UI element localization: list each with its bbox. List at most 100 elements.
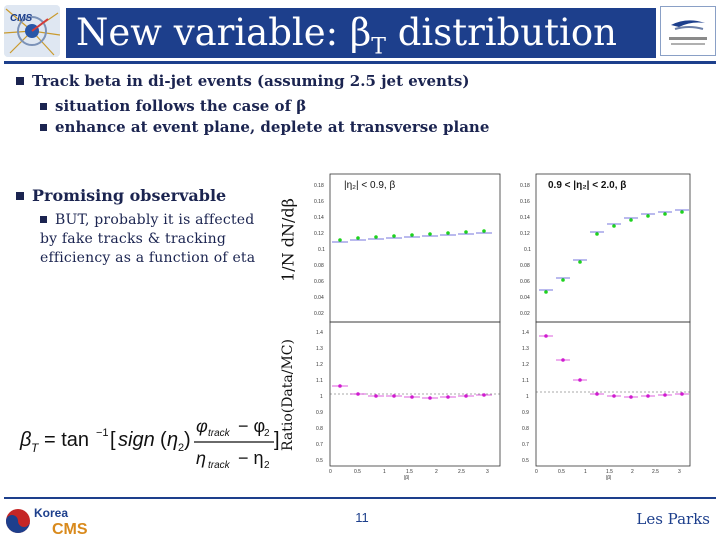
data-point [356, 236, 360, 240]
bullet-text: Promising observable [32, 186, 227, 205]
svg-text:0.16: 0.16 [520, 199, 530, 205]
svg-text:1.1: 1.1 [316, 378, 323, 384]
bullet-text: BUT, probably it is affected by fake tra… [40, 212, 256, 266]
svg-text:1.4: 1.4 [522, 330, 529, 336]
institution-logo [660, 6, 716, 56]
svg-text:0.14: 0.14 [520, 215, 530, 221]
svg-text:− η: − η [238, 448, 264, 468]
svg-text:): ) [184, 429, 191, 451]
bullet-text: situation follows the case of β [55, 97, 307, 115]
slide-title: New variable: βT distribution [66, 8, 656, 60]
svg-text:sign: sign [118, 429, 155, 451]
svg-text:1.3: 1.3 [316, 346, 323, 352]
svg-text:0.5: 0.5 [522, 458, 529, 464]
svg-text:1.4: 1.4 [316, 330, 323, 336]
svg-text:0: 0 [329, 469, 332, 475]
ratio-point [464, 394, 468, 398]
y-axis-label-bottom-text: Ratio(Data/MC) [280, 339, 296, 451]
svg-text:0.02: 0.02 [314, 311, 324, 317]
logo-text-cms: CMS [52, 521, 88, 537]
right-panel-title: 0.9 < |η₂| < 2.0, β [548, 180, 626, 191]
ratio-point [612, 394, 616, 398]
svg-text:3: 3 [486, 469, 489, 475]
bullet-sub-1: situation follows the case of β [40, 97, 306, 115]
svg-text:− φ: − φ [238, 416, 265, 436]
svg-text:1: 1 [526, 394, 529, 400]
page-number: 11 [355, 510, 369, 525]
bullet-square-icon [40, 124, 47, 131]
y-axis-label-top-text: 1/N dN/dβ [278, 198, 298, 282]
svg-text:1.5: 1.5 [406, 469, 413, 475]
author-name: Les Parks [636, 510, 710, 528]
data-point [663, 212, 667, 216]
ratio-point [356, 392, 360, 396]
data-point [680, 210, 684, 214]
logo-text-korea: Korea [34, 506, 68, 520]
bullet-main-1: Track beta in di-jet events (assuming 2.… [16, 72, 469, 90]
svg-text:0.08: 0.08 [314, 263, 324, 269]
svg-text:0.16: 0.16 [314, 199, 324, 205]
svg-text:(: ( [160, 429, 167, 451]
ratio-point [663, 393, 667, 397]
ratio-point [446, 395, 450, 399]
ratio-point [561, 358, 565, 362]
svg-text:2: 2 [178, 442, 184, 454]
svg-text:β: β [19, 429, 31, 451]
svg-text:track: track [208, 428, 231, 439]
bullet-square-icon [16, 77, 24, 85]
left-panel-title: |η₂| < 0.9, β [344, 180, 395, 191]
ratio-point [410, 395, 414, 399]
svg-text:0.18: 0.18 [314, 183, 324, 189]
ratio-point [482, 393, 486, 397]
svg-text:0.04: 0.04 [520, 295, 530, 301]
data-point [464, 230, 468, 234]
svg-text:η: η [167, 429, 178, 451]
title-subscript: T [371, 34, 386, 60]
footer-divider [4, 497, 716, 499]
svg-text:2.5: 2.5 [652, 469, 659, 475]
bullet-square-icon [40, 103, 47, 110]
svg-text:T: T [31, 441, 40, 455]
svg-text:1: 1 [383, 469, 386, 475]
svg-text:[: [ [110, 429, 116, 451]
title-text-suffix: distribution [385, 11, 617, 54]
svg-text:1: 1 [320, 394, 323, 400]
svg-text:η: η [196, 448, 206, 468]
plot-panels-image: 0.180.160.14 0.120.10.08 0.060.040.02 0.… [300, 170, 714, 481]
svg-text:2: 2 [264, 428, 270, 439]
data-point [374, 235, 378, 239]
svg-text:0.8: 0.8 [522, 426, 529, 432]
svg-text:2.5: 2.5 [458, 469, 465, 475]
bullet-text: enhance at event plane, deplete at trans… [55, 118, 490, 136]
bullet-square-icon [40, 216, 47, 223]
svg-text:0.12: 0.12 [314, 231, 324, 237]
svg-text:1.1: 1.1 [522, 378, 529, 384]
data-point [629, 218, 633, 222]
svg-text:|β|: |β| [606, 475, 611, 480]
svg-text:2: 2 [631, 469, 634, 475]
header-divider [4, 61, 716, 64]
korea-cms-logo: Korea CMS [4, 503, 112, 538]
svg-text:0.7: 0.7 [522, 442, 529, 448]
bullet-text: Track beta in di-jet events (assuming 2.… [32, 72, 470, 90]
svg-text:1.2: 1.2 [522, 362, 529, 368]
svg-text:0.5: 0.5 [316, 458, 323, 464]
svg-text:0.06: 0.06 [314, 279, 324, 285]
svg-text:0.04: 0.04 [314, 295, 324, 301]
beta-t-formula: β T = tan −1 [ sign ( η 2 ) φ track − φ … [18, 404, 280, 476]
svg-text:0.08: 0.08 [520, 263, 530, 269]
svg-text:|β|: |β| [404, 475, 409, 480]
ratio-point [646, 394, 650, 398]
svg-text:CMS: CMS [10, 13, 33, 24]
svg-text:1.3: 1.3 [522, 346, 529, 352]
data-point [646, 214, 650, 218]
svg-text:= tan: = tan [44, 429, 89, 451]
svg-text:]: ] [274, 429, 280, 451]
svg-text:0.8: 0.8 [316, 426, 323, 432]
svg-text:−1: −1 [96, 427, 109, 439]
svg-text:0.5: 0.5 [354, 469, 361, 475]
data-point [578, 260, 582, 264]
svg-text:φ: φ [196, 416, 208, 436]
data-point [446, 231, 450, 235]
svg-text:track: track [208, 460, 231, 471]
